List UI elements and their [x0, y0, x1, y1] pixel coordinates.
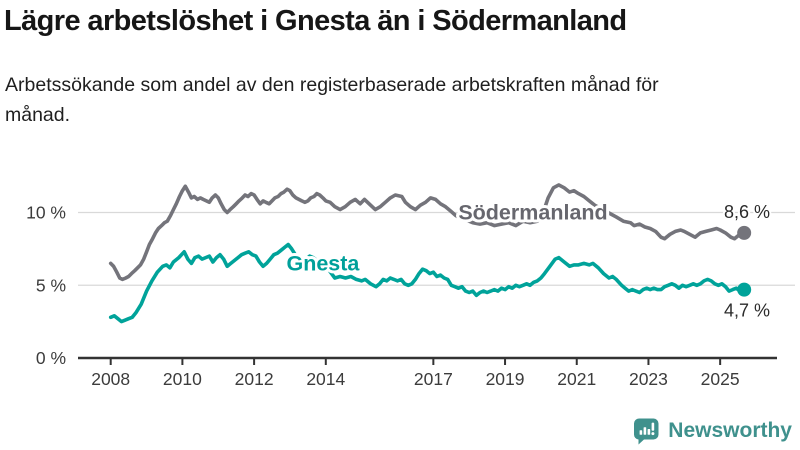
y-axis-tick-label: 0 % [36, 348, 66, 368]
x-axis-tick-label: 2021 [557, 369, 596, 389]
x-axis-tick-label: 2017 [414, 369, 453, 389]
chart-title: Lägre arbetslöshet i Gnesta än i Söderma… [4, 5, 627, 37]
x-axis-tick-label: 2025 [701, 369, 740, 389]
series-line-gnesta [108, 242, 746, 324]
series-value-label-södermanland: 8,6 % [724, 202, 770, 222]
series-label-gnesta: Gnesta [286, 251, 360, 275]
x-axis-tick-label: 2014 [306, 369, 345, 389]
x-axis-tick-label: 2012 [235, 369, 274, 389]
newsworthy-wordmark: Newsworthy [668, 419, 792, 442]
bar-chart-speech-bubble-icon [634, 418, 659, 445]
y-axis-tick-label: 10 % [26, 203, 66, 223]
series-line-södermanland [108, 183, 746, 282]
newsworthy-logo: Newsworthy [633, 417, 792, 445]
series-label-södermanland: Södermanland [458, 201, 607, 225]
series-end-dot-gnesta [737, 282, 752, 297]
chart-subtitle: Arbetssökande som andel av den registerb… [5, 74, 659, 126]
x-axis-tick-label: 2008 [91, 369, 130, 389]
x-axis-tick-label: 2010 [163, 369, 202, 389]
series-end-dot-södermanland [737, 225, 752, 240]
series-value-label-gnesta: 4,7 % [724, 301, 770, 321]
y-axis-tick-label: 5 % [36, 275, 66, 295]
x-axis-tick-label: 2019 [486, 369, 525, 389]
x-axis-tick-label: 2023 [629, 369, 668, 389]
